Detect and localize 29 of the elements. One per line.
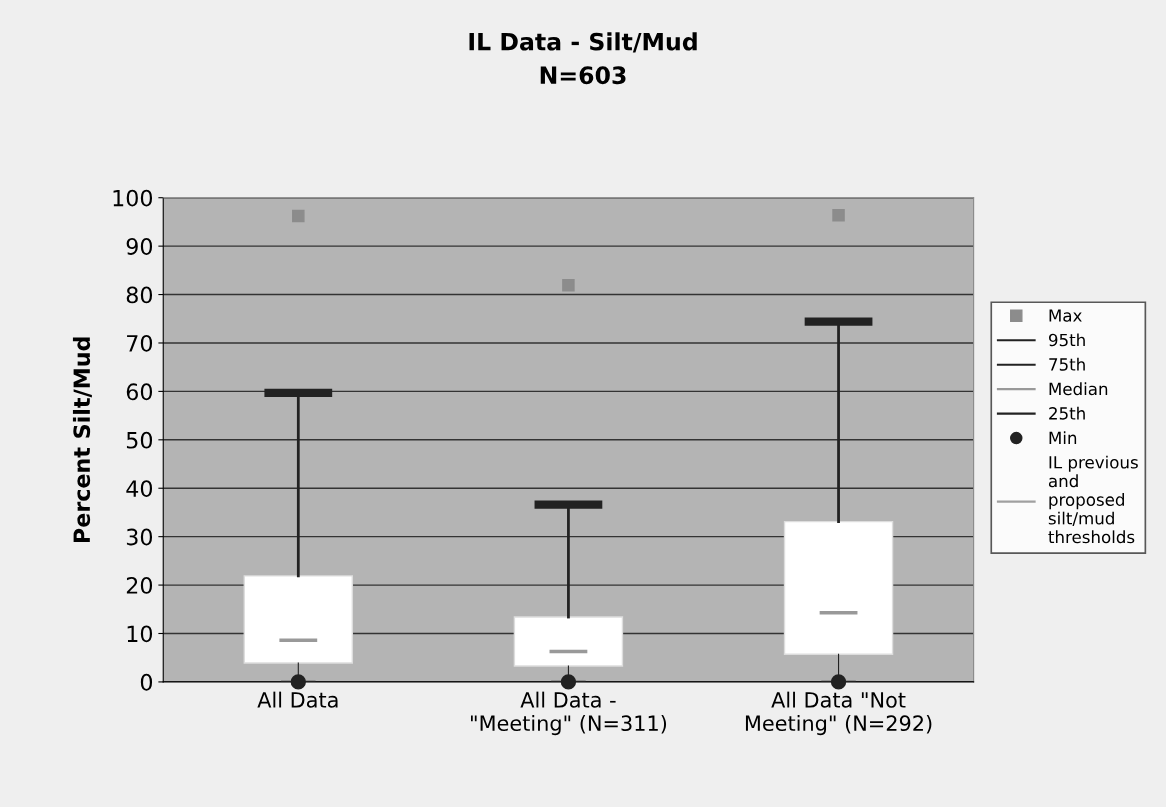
x-tick-label: All Data bbox=[257, 691, 338, 708]
legend-label: Max bbox=[1049, 309, 1082, 322]
x-tick-label: All Data "Not Meeting" (N=292) bbox=[745, 691, 932, 736]
y-tick-label: 20 bbox=[126, 577, 153, 594]
point bbox=[290, 674, 306, 690]
y-tick-label: 50 bbox=[126, 431, 153, 449]
point bbox=[832, 208, 845, 222]
y-axis-title: Percent Silt/Mud bbox=[72, 337, 92, 543]
point bbox=[292, 209, 305, 223]
y-tick-label: 70 bbox=[127, 334, 153, 352]
y-tick-label: 80 bbox=[126, 286, 153, 304]
y-tick-label: 10 bbox=[127, 625, 153, 643]
legend-label: 75th bbox=[1049, 357, 1085, 371]
y-tick-label: 100 bbox=[113, 189, 153, 207]
point bbox=[830, 674, 847, 690]
y-tick-label: 30 bbox=[126, 528, 153, 546]
y-tick-label: 90 bbox=[126, 238, 153, 255]
legend-label: Median bbox=[1049, 382, 1108, 396]
y-tick-label: 40 bbox=[126, 480, 153, 497]
y-tick-label: 0 bbox=[140, 673, 153, 691]
chart-title: IL Data - Silt/Mud N=603 bbox=[469, 32, 697, 85]
legend-label: IL previous and proposed silt/mud thresholds bbox=[1048, 455, 1138, 544]
legend-label: Min bbox=[1049, 431, 1077, 444]
point bbox=[560, 674, 577, 690]
x-tick-label: All Data - "Meeting" (N=311) bbox=[471, 691, 667, 736]
y-tick-label: 60 bbox=[126, 383, 153, 401]
point bbox=[562, 279, 575, 292]
legend-label: 25th bbox=[1049, 406, 1085, 420]
legend-label: 95th bbox=[1048, 333, 1085, 347]
